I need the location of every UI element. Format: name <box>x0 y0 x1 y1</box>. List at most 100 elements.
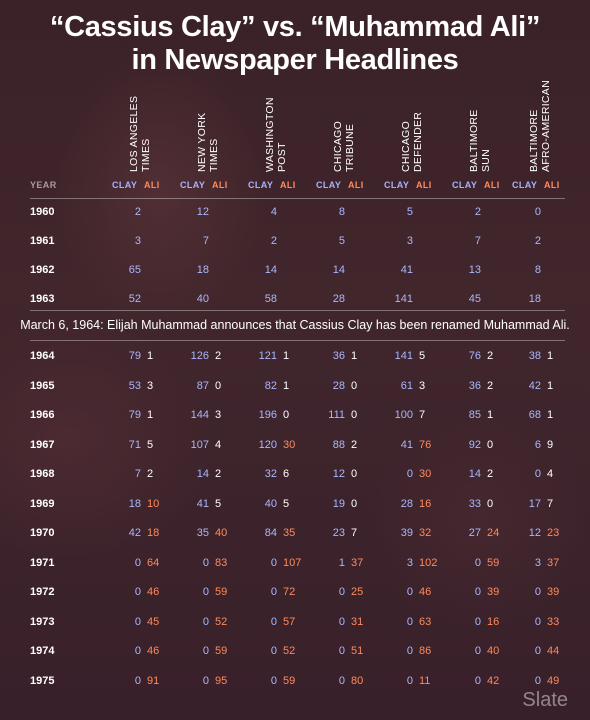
ali-count: 39 <box>487 586 500 598</box>
clay-count: 52 <box>128 293 141 305</box>
clay-count: 111 <box>328 409 345 421</box>
ali-count: 3 <box>419 379 426 392</box>
ali-count: 3 <box>147 379 154 392</box>
clay-count: 28 <box>332 379 345 392</box>
ali-count: 1 <box>147 350 154 362</box>
ali-count: 0 <box>487 497 494 510</box>
ali-column-header: ALI <box>280 180 296 190</box>
clay-count: 40 <box>264 497 277 510</box>
ali-count: 5 <box>419 350 426 362</box>
clay-count: 2 <box>134 206 141 218</box>
clay-count: 7 <box>202 235 209 247</box>
clay-count: 0 <box>134 645 141 657</box>
publication-label: BALTIMORE AFRO-AMERICAN <box>528 80 590 172</box>
clay-count: 85 <box>468 409 481 421</box>
ali-count: 1 <box>487 409 494 421</box>
ali-count: 2 <box>215 468 222 480</box>
clay-count: 19 <box>332 497 345 510</box>
ali-count: 107 <box>283 556 302 569</box>
ali-count: 33 <box>547 615 560 628</box>
clay-count: 14 <box>264 264 277 276</box>
year-label: 1972 <box>30 586 55 598</box>
ali-count: 10 <box>147 497 160 510</box>
ali-count: 102 <box>419 556 438 569</box>
publication-label-text: BALTIMORE SUN <box>468 109 492 172</box>
clay-count: 0 <box>474 674 481 687</box>
clay-count: 0 <box>474 586 481 598</box>
clay-count: 0 <box>406 645 413 657</box>
clay-count: 196 <box>258 409 277 421</box>
clay-count: 4 <box>270 206 277 218</box>
clay-count: 2 <box>270 235 277 247</box>
ali-count: 16 <box>487 615 500 628</box>
clay-count: 35 <box>196 527 209 539</box>
ali-count: 30 <box>283 438 296 451</box>
ali-count: 0 <box>351 409 358 421</box>
ali-count: 46 <box>419 586 432 598</box>
clay-count: 2 <box>534 235 541 247</box>
clay-count: 141 <box>394 350 413 362</box>
ali-column-header: ALI <box>544 180 560 190</box>
ali-count: 16 <box>419 497 432 510</box>
ali-count: 57 <box>283 615 296 628</box>
ali-count: 76 <box>419 438 432 451</box>
clay-count: 61 <box>400 379 413 392</box>
clay-count: 39 <box>400 527 413 539</box>
ali-count: 2 <box>147 468 154 480</box>
ali-count: 5 <box>283 497 290 510</box>
clay-count: 36 <box>468 379 481 392</box>
ali-count: 2 <box>487 468 494 480</box>
ali-count: 86 <box>419 645 432 657</box>
ali-count: 31 <box>351 615 364 628</box>
publication-label-text: CHICAGO TRIBUNE <box>332 120 356 172</box>
ali-count: 1 <box>283 350 290 362</box>
clay-count: 144 <box>190 409 209 421</box>
clay-count: 0 <box>202 586 209 598</box>
ali-count: 6 <box>283 468 290 480</box>
clay-count: 7 <box>474 235 481 247</box>
ali-count: 40 <box>215 527 228 539</box>
clay-count: 0 <box>406 468 413 480</box>
clay-count: 12 <box>528 527 541 539</box>
announcement-note: March 6, 1964: Elijah Muhammad announces… <box>20 318 570 332</box>
clay-count: 3 <box>406 235 413 247</box>
clay-count: 41 <box>400 264 413 276</box>
clay-count: 3 <box>134 235 141 247</box>
ali-count: 30 <box>419 468 432 480</box>
ali-count: 91 <box>147 674 160 687</box>
ali-count: 7 <box>419 409 426 421</box>
ali-count: 59 <box>215 586 228 598</box>
year-label: 1967 <box>30 438 55 451</box>
clay-count: 79 <box>128 350 141 362</box>
clay-count: 33 <box>468 497 481 510</box>
clay-count: 45 <box>468 293 481 305</box>
year-label: 1970 <box>30 527 55 539</box>
clay-count: 36 <box>332 350 345 362</box>
clay-count: 0 <box>534 468 541 480</box>
ali-count: 0 <box>215 379 222 392</box>
ali-count: 0 <box>487 438 494 451</box>
ali-count: 40 <box>487 645 500 657</box>
ali-count: 80 <box>351 674 364 687</box>
ali-count: 63 <box>419 615 432 628</box>
ali-count: 9 <box>547 438 554 451</box>
ali-count: 46 <box>147 586 160 598</box>
ali-column-header: ALI <box>348 180 364 190</box>
clay-column-header: CLAY <box>452 180 478 190</box>
clay-count: 84 <box>264 527 277 539</box>
clay-count: 27 <box>468 527 481 539</box>
clay-count: 1 <box>338 556 345 569</box>
clay-count: 2 <box>474 206 481 218</box>
clay-count: 126 <box>190 350 209 362</box>
clay-count: 18 <box>528 293 541 305</box>
ali-count: 83 <box>215 556 228 569</box>
ali-count: 59 <box>487 556 500 569</box>
clay-count: 0 <box>270 615 277 628</box>
clay-count: 76 <box>468 350 481 362</box>
clay-count: 23 <box>332 527 345 539</box>
clay-column-header: CLAY <box>248 180 274 190</box>
clay-count: 0 <box>474 615 481 628</box>
clay-column-header: CLAY <box>180 180 206 190</box>
clay-count: 82 <box>264 379 277 392</box>
